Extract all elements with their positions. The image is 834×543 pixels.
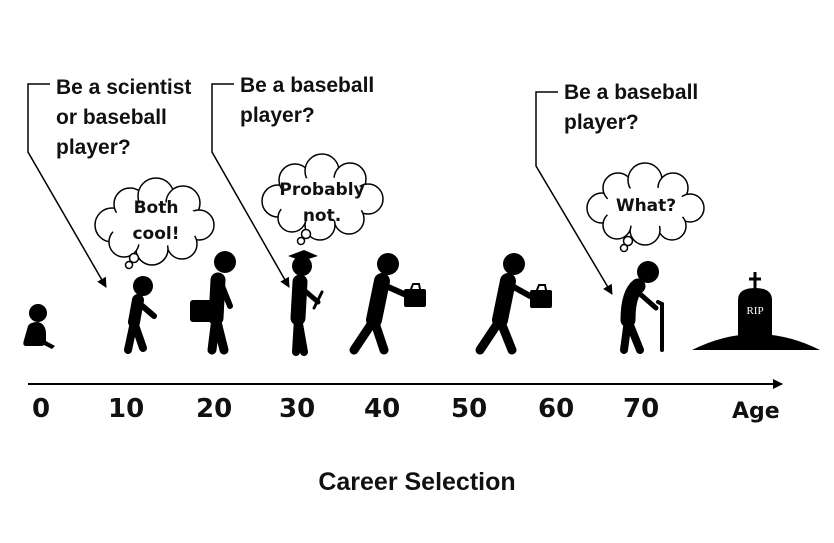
callout-arrow-age30 [211,83,290,288]
graduate-figure [288,250,324,356]
question-age30-line1: Be a baseball [240,74,375,97]
tick-label-50: 50 [451,394,488,424]
question-age10: Be a scientist or baseball player? [56,73,191,163]
thought-age70-line1: What? [615,196,677,216]
thought-cloud-age70 [586,162,705,253]
thought-age10-line1: Both [133,198,179,218]
thought-text-age70: What? [600,193,692,219]
question-age30-line2: player? [240,104,315,127]
thought-age30-line1: Probably [279,180,365,200]
thought-age10-line2: cool! [132,224,180,244]
question-age70-line2: player? [564,111,639,134]
question-age10-line3: player? [56,136,131,159]
walker-figure-50 [475,253,552,355]
thought-text-age10: Both cool! [110,195,202,247]
tick-label-60: 60 [538,394,575,424]
diagram-caption: Career Selection [318,468,516,496]
axis-label-age: Age [732,399,780,424]
tombstone-text: RIP [746,305,763,317]
question-age70: Be a baseball player? [564,78,698,138]
thought-age30-line2: not. [302,206,342,226]
tick-label-70: 70 [623,394,660,424]
teen-figure [190,251,236,355]
callout-arrow-age10 [27,83,107,288]
walker-figure-40 [349,253,426,355]
thought-cloud-age30 [261,153,384,246]
question-age30: Be a baseball player? [240,71,374,131]
tick-label-40: 40 [364,394,401,424]
callout-arrow-age70 [535,91,613,295]
elder-figure [620,261,664,354]
question-age70-line1: Be a baseball [564,81,699,104]
thought-text-age30: Probably not. [272,177,372,229]
child-figure [124,276,157,354]
tombstone: RIP [692,272,820,350]
tick-label-30: 30 [279,394,316,424]
question-age10-line1: Be a scientist [56,76,192,99]
tick-label-20: 20 [196,394,233,424]
baby-figure [23,304,55,349]
question-age10-line2: or baseball [56,106,167,129]
tick-label-10: 10 [108,394,145,424]
thought-cloud-age10 [94,177,215,270]
tick-label-0: 0 [32,394,51,424]
